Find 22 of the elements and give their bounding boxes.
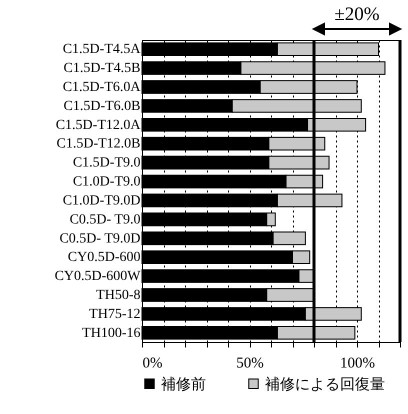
y-tick-label: CY0.5D-600W [54,269,142,284]
y-tick-label: TH50-8 [96,288,140,304]
y-tick-label: TH100-16 [82,326,140,341]
y-tick-label: C1.5D-T12.0B [56,136,140,152]
y-tick-label: C1.5D-T4.5B [64,61,140,76]
y-tick-label: C1.5D-T9.0 [72,156,140,171]
x-tick-label: 0% [142,356,162,372]
legend-label: 補修による回復量 [265,374,385,393]
y-tick-label: C0.5D- T9.0 [70,212,140,228]
y-tick-label: C1.5D-T6.0B [64,98,140,114]
text: ±20% [334,4,380,25]
y-tick-label: C1.0D-T9.0D [62,193,140,208]
legend-label: 補修前 [161,374,206,393]
y-tick-label: C0.5D- T9.0D [59,231,140,246]
y-tick-label: C1.5D-T12.0A [56,118,142,133]
y-tick-label: C1.5D-T4.5A [62,42,142,58]
y-tick-label: C1.0D-T9.0 [72,174,140,190]
y-tick-label: C1.5D-T6.0A [62,80,142,95]
x-tick-label: 100% [340,356,375,372]
x-tick-label: 50% [236,356,264,372]
y-tick-label: TH75-12 [89,306,140,322]
y-tick-label: CY0.5D-600 [68,250,140,266]
